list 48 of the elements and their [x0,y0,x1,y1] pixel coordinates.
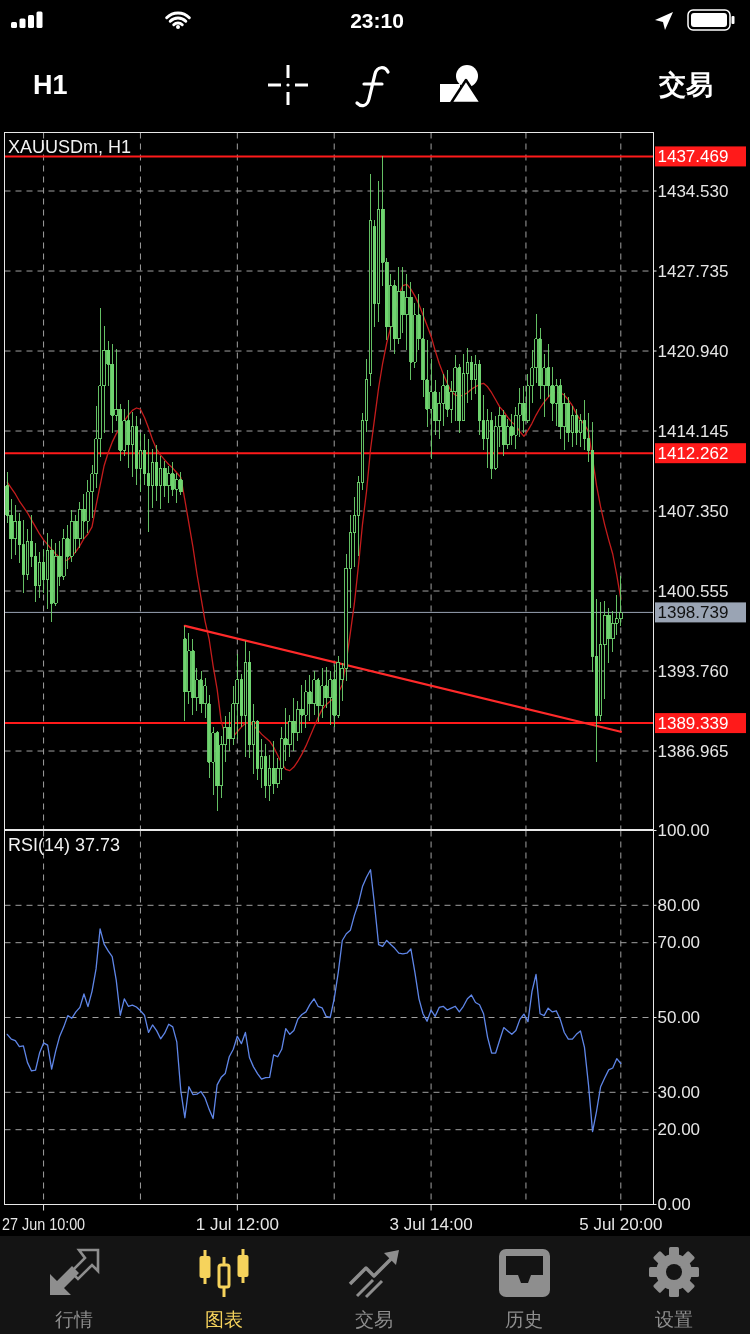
y-tick-label: 1434.530 [657,181,729,201]
candlestick [183,625,187,722]
ref-line-label: 1412.262 [657,443,729,463]
text: 历史 [505,1308,543,1330]
y-tick-label: 30.00 [657,1082,701,1102]
ref-line-label: 1398.739 [657,602,729,622]
y-tick-label: 100.00 [657,821,710,840]
x-tick-label: 3 Jul 14:00 [389,1215,473,1234]
chart-title: RSI(14) 37.73 [8,834,121,855]
y-tick-label: 1400.555 [657,581,729,601]
y-tick-label: 1427.735 [657,261,729,281]
y-tick-label: 1407.350 [657,501,729,521]
y-tick-label: 20.00 [657,1120,701,1140]
candlestick [304,679,308,729]
y-tick-label: 50.00 [657,1008,701,1027]
candlestick [501,409,506,457]
ref-line-label: 1437.469 [657,146,729,166]
x-tick-label: 1 Jul 12:00 [195,1215,279,1234]
y-tick-label: 70.00 [657,933,701,953]
line-series [6,869,622,1133]
candlestick [320,667,324,719]
chart-title: XAUUSDm, H1 [8,136,132,157]
text: 设置 [655,1308,693,1330]
y-tick-label: 0.00 [657,1195,691,1214]
candlestick [166,465,171,504]
candlestick [215,730,219,812]
text: 图表 [205,1308,243,1330]
text: 交易 [658,70,713,100]
text: 23:10 [350,8,404,32]
text: 行情 [55,1308,93,1330]
y-tick-label: 80.00 [657,895,701,915]
candlestick [146,438,151,533]
y-tick-label: 1393.760 [657,661,729,681]
text: 交易 [355,1308,393,1330]
y-tick-label: 1420.940 [657,341,729,361]
y-tick-label: 1386.965 [657,741,729,761]
candlestick [243,640,248,757]
candlestick [574,408,579,445]
line-series [6,283,622,772]
x-tick-label: 5 Jul 20:00 [579,1215,663,1234]
candlestick [110,343,114,434]
ref-line-label: 1389.339 [657,713,729,733]
candlestick [489,411,494,480]
text: H1 [33,70,68,100]
y-tick-label: 1414.145 [657,421,729,441]
candlestick [263,743,268,799]
x-tick-label: 27 Jun 10:00 [2,1215,101,1234]
candlestick [199,670,203,714]
